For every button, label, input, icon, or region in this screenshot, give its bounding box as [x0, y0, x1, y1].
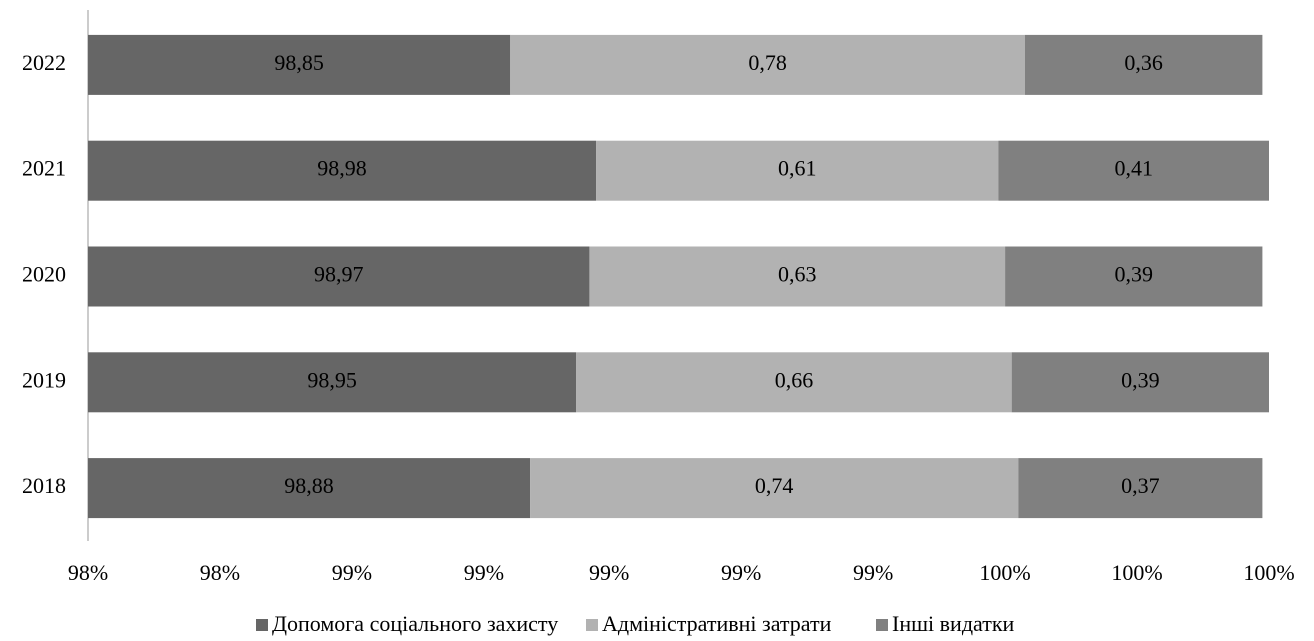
legend-swatch: [876, 619, 888, 631]
bar-segment: [88, 458, 531, 519]
x-tick-label: 99%: [721, 560, 761, 585]
bar-segment: [1011, 352, 1269, 413]
bar-segment: [88, 34, 511, 95]
bar-segment: [576, 352, 1012, 413]
data-label: 0,36: [1124, 50, 1163, 75]
bar-segment: [530, 458, 1019, 519]
data-label: 98,95: [307, 367, 357, 392]
y-tick-label: 2020: [22, 262, 66, 287]
bar-segment: [1005, 246, 1263, 307]
data-label: 98,97: [314, 262, 364, 287]
x-tick-label: 100%: [1111, 560, 1162, 585]
bar-segment: [1024, 34, 1263, 95]
data-label: 0,61: [778, 156, 817, 181]
x-tick-label: 98%: [200, 560, 240, 585]
data-label: 98,88: [284, 473, 334, 498]
y-tick-label: 2019: [22, 367, 66, 392]
legend-swatch: [586, 619, 598, 631]
data-label: 0,78: [748, 50, 787, 75]
bar-segment: [1018, 458, 1263, 519]
data-label: 98,98: [317, 156, 367, 181]
data-label: 0,39: [1114, 262, 1153, 287]
y-tick-label: 2022: [22, 50, 66, 75]
data-label: 0,37: [1121, 473, 1160, 498]
x-tick-label: 99%: [589, 560, 629, 585]
bar-segment: [998, 140, 1269, 201]
bar-segment: [88, 246, 590, 307]
legend-label: Інші видатки: [892, 611, 1015, 636]
bar-segment: [596, 140, 999, 201]
x-tick-label: 99%: [853, 560, 893, 585]
bar-segment: [88, 352, 577, 413]
bar-segment: [88, 140, 597, 201]
data-label: 0,39: [1121, 367, 1160, 392]
data-label: 0,41: [1114, 156, 1153, 181]
legend-label: Допомога соціального захисту: [272, 611, 558, 636]
data-label: 98,85: [274, 50, 324, 75]
x-tick-label: 99%: [332, 560, 372, 585]
data-label: 0,74: [755, 473, 794, 498]
x-tick-label: 100%: [979, 560, 1030, 585]
legend-swatch: [256, 619, 268, 631]
legend-label: Адміністративні затрати: [602, 611, 832, 636]
data-label: 0,66: [775, 367, 814, 392]
x-tick-label: 100%: [1243, 560, 1294, 585]
y-tick-label: 2021: [22, 156, 66, 181]
data-label: 0,63: [778, 262, 817, 287]
x-tick-label: 98%: [68, 560, 108, 585]
y-tick-label: 2018: [22, 473, 66, 498]
bar-segment: [510, 34, 1025, 95]
x-tick-label: 99%: [464, 560, 504, 585]
bar-segment: [589, 246, 1006, 307]
